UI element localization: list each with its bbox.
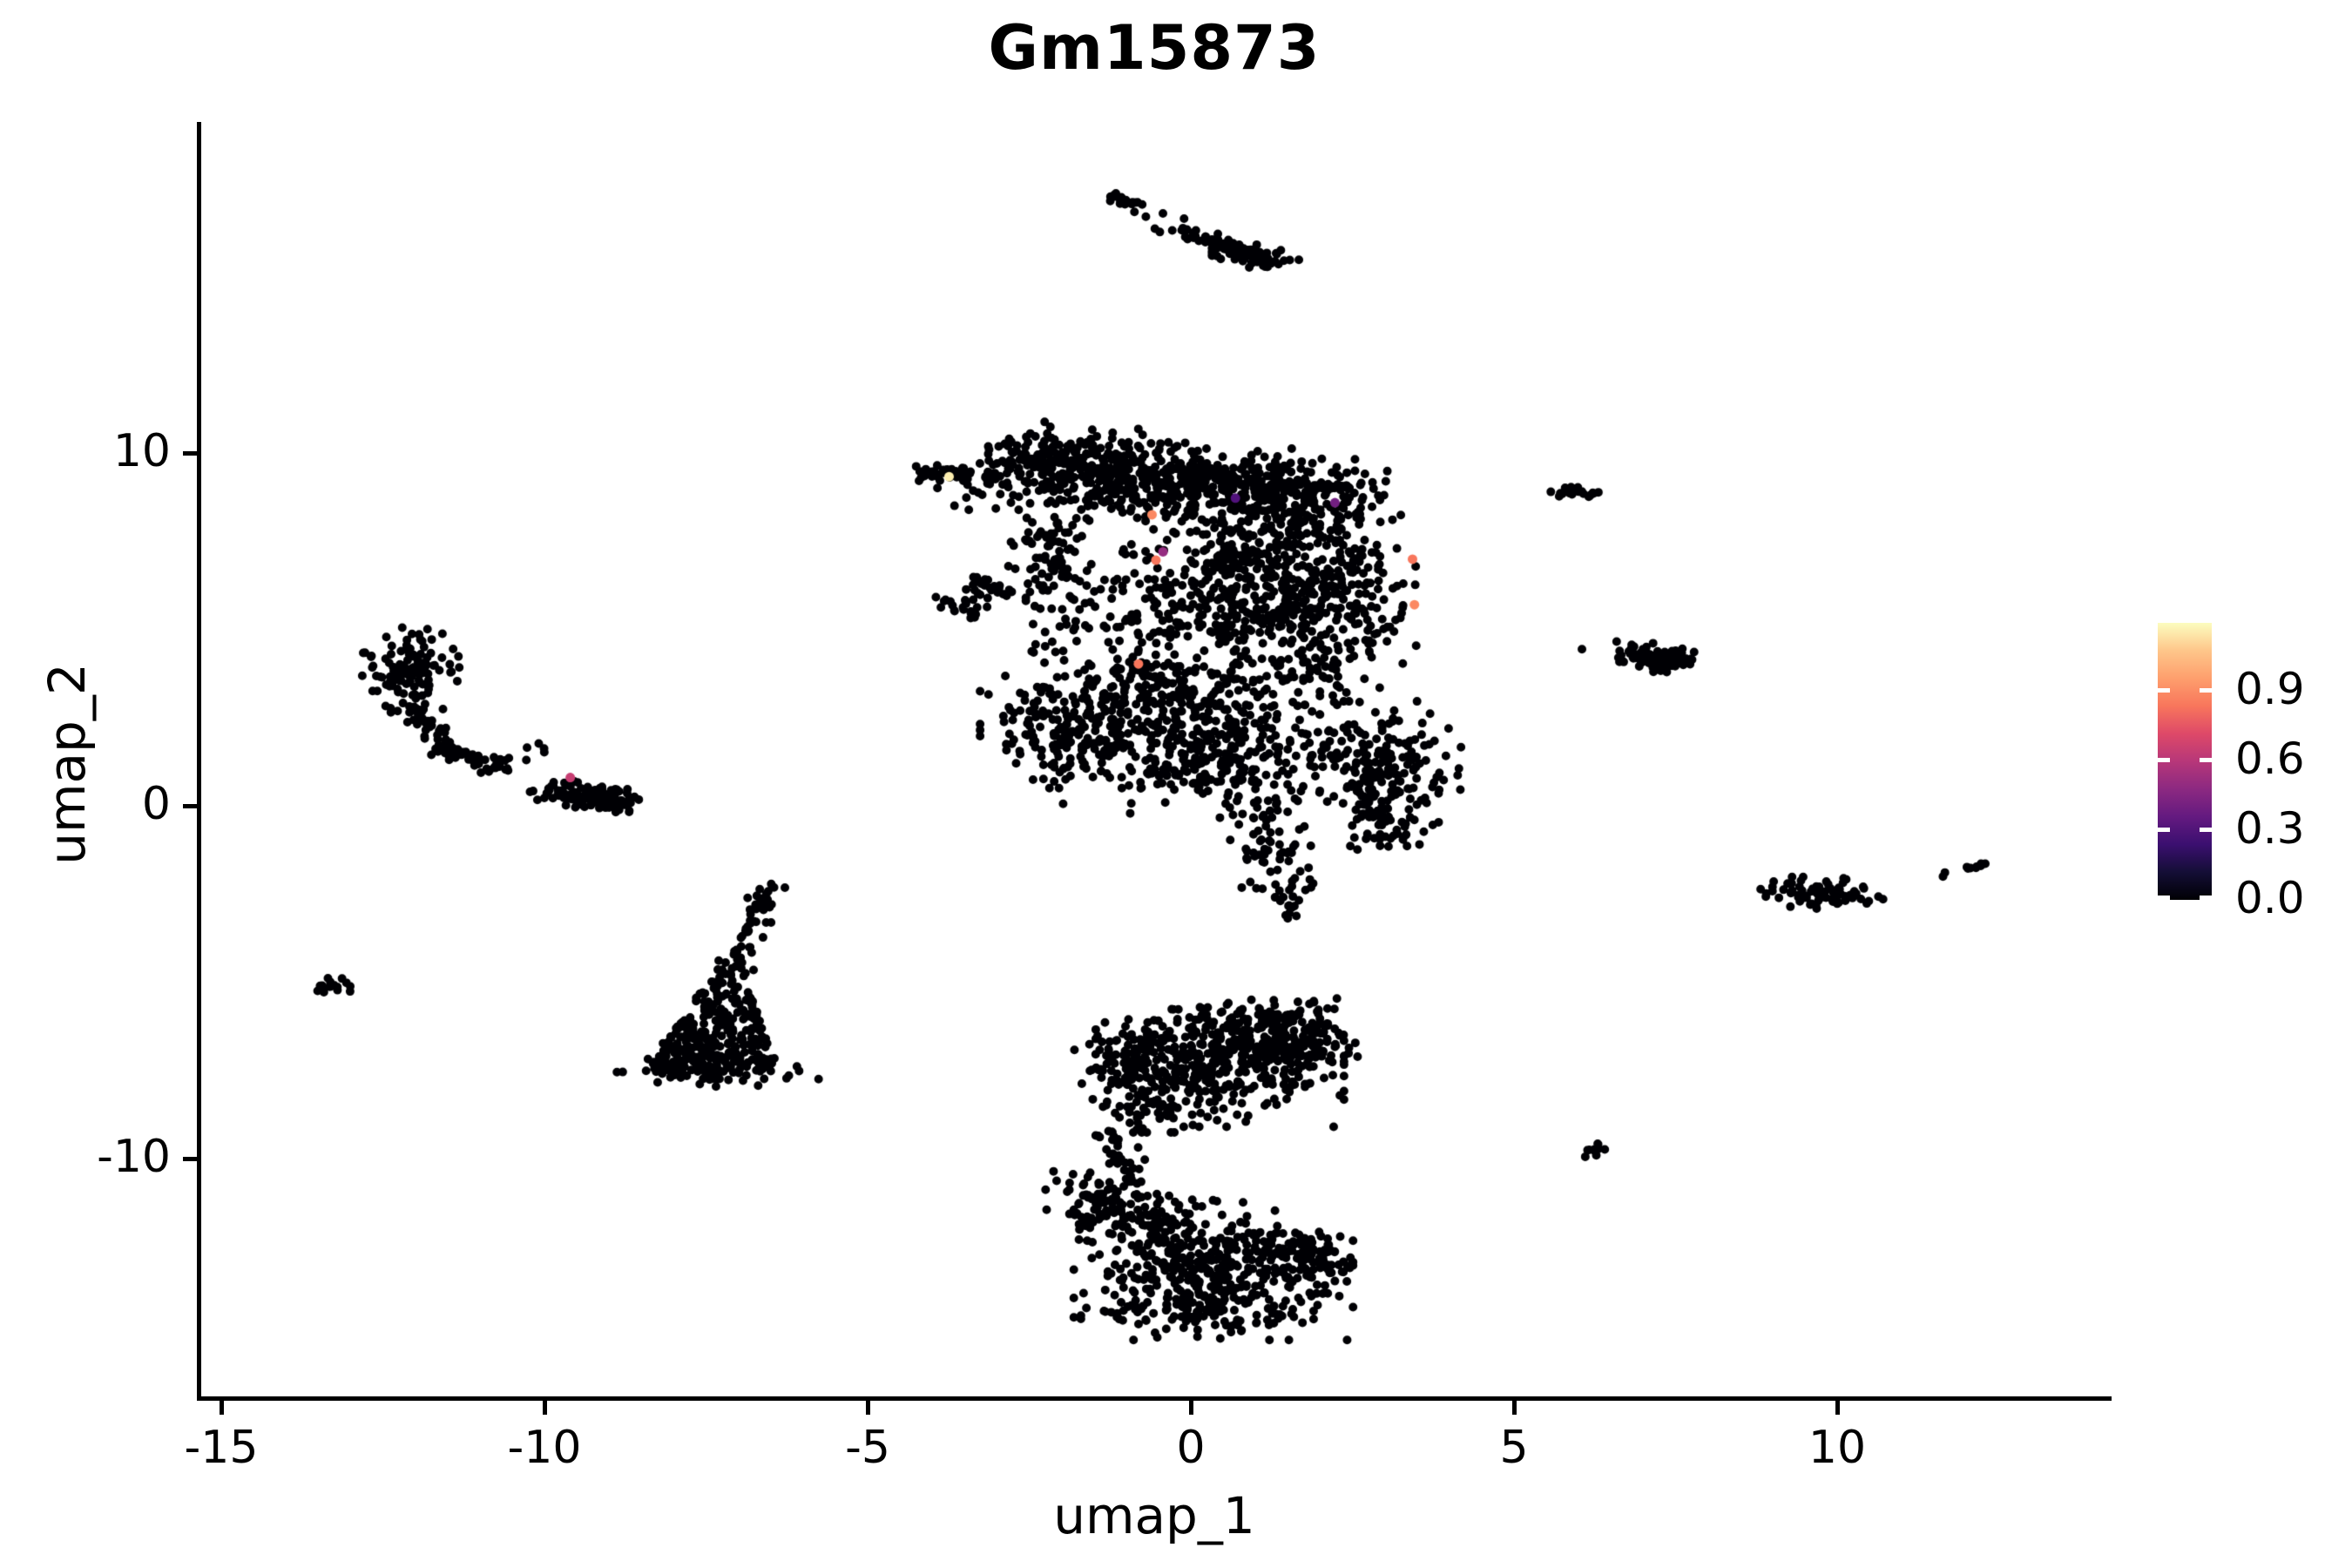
x-tick-mark <box>543 1401 547 1415</box>
colorbar-tick-mark <box>2158 688 2170 693</box>
colorbar-tick-mark <box>2200 758 2212 763</box>
colorbar-tick-mark <box>2158 828 2170 833</box>
y-tick-mark <box>183 804 197 808</box>
colorbar-tick-mark <box>2200 688 2212 693</box>
y-tick-label: 10 <box>112 425 171 477</box>
colorbar-tick-label: 0.0 <box>2235 873 2305 923</box>
x-tick-label: 0 <box>1176 1422 1206 1474</box>
x-tick-mark <box>220 1401 224 1415</box>
y-axis-title: umap_2 <box>37 663 97 865</box>
colorbar-tick-label: 0.9 <box>2235 664 2305 715</box>
colorbar-tick-mark <box>2200 828 2212 833</box>
y-axis-line <box>197 122 201 1401</box>
x-tick-label: 5 <box>1499 1422 1529 1474</box>
x-tick-mark <box>1512 1401 1517 1415</box>
y-tick-label: -10 <box>97 1131 171 1183</box>
x-tick-label: 10 <box>1808 1422 1867 1474</box>
x-tick-label: -5 <box>845 1422 890 1474</box>
y-tick-mark <box>183 1157 197 1161</box>
x-axis-title: umap_1 <box>1053 1486 1255 1545</box>
x-tick-mark <box>1189 1401 1193 1415</box>
colorbar-tick-mark <box>2158 896 2170 900</box>
colorbar-tick-mark <box>2200 896 2212 900</box>
x-tick-mark <box>1835 1401 1840 1415</box>
x-tick-mark <box>866 1401 870 1415</box>
y-tick-label: 0 <box>141 778 171 830</box>
x-axis-line <box>197 1396 2112 1401</box>
y-tick-mark <box>183 451 197 456</box>
colorbar-tick-mark <box>2158 758 2170 763</box>
x-tick-label: -10 <box>507 1422 582 1474</box>
colorbar-tick-label: 0.3 <box>2235 803 2305 855</box>
x-tick-label: -15 <box>184 1422 259 1474</box>
colorbar-tick-label: 0.6 <box>2235 733 2305 785</box>
